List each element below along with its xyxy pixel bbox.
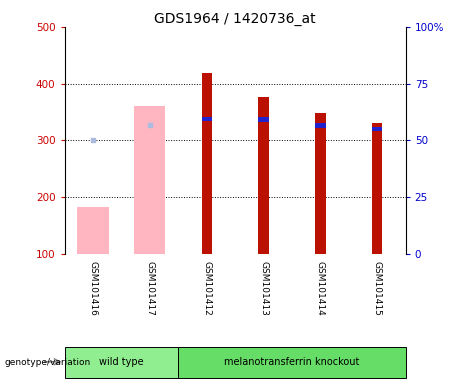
- Text: GSM101417: GSM101417: [145, 261, 154, 316]
- Bar: [372, 127, 382, 131]
- Bar: [65, 347, 178, 378]
- Bar: [178, 347, 406, 378]
- Text: GSM101415: GSM101415: [373, 261, 382, 316]
- Text: genotype/variation: genotype/variation: [5, 358, 91, 367]
- Text: GSM101413: GSM101413: [259, 261, 268, 316]
- Point: [146, 121, 154, 127]
- Text: GSM101412: GSM101412: [202, 261, 211, 316]
- Text: GSM101414: GSM101414: [316, 261, 325, 316]
- Bar: [372, 123, 382, 254]
- Bar: [77, 207, 109, 254]
- Bar: [259, 97, 269, 254]
- Bar: [315, 123, 325, 128]
- Bar: [201, 73, 212, 254]
- Bar: [201, 117, 212, 121]
- Text: GSM101416: GSM101416: [89, 261, 97, 316]
- Bar: [134, 106, 165, 254]
- Bar: [259, 117, 269, 122]
- Text: melanotransferrin knockout: melanotransferrin knockout: [225, 357, 360, 367]
- Text: wild type: wild type: [99, 357, 144, 367]
- Point: [89, 137, 97, 144]
- Title: GDS1964 / 1420736_at: GDS1964 / 1420736_at: [154, 12, 316, 26]
- Bar: [315, 113, 325, 254]
